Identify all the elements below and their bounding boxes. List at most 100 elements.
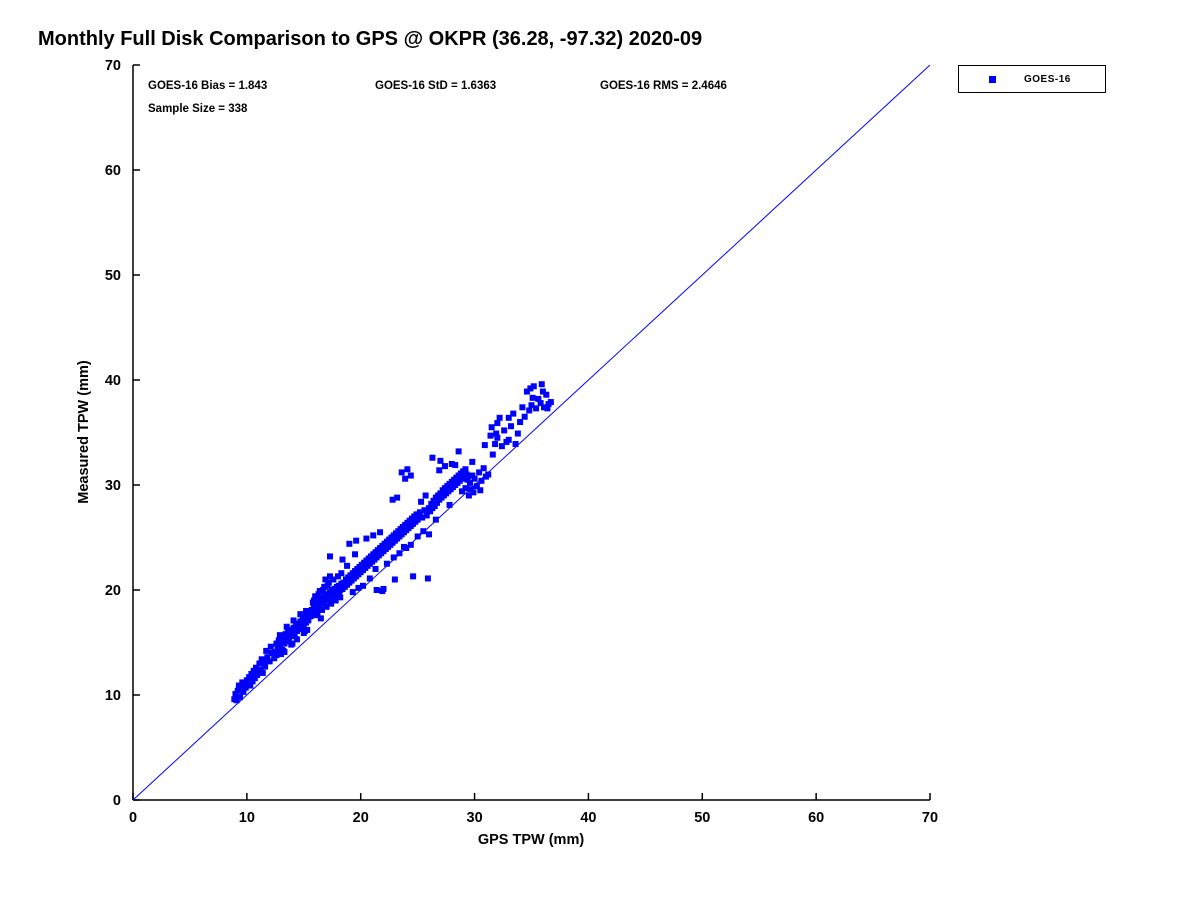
y-tick-label: 10 [105, 688, 121, 704]
scatter-point [481, 442, 488, 449]
scatter-point [448, 461, 455, 467]
scatter-point [446, 501, 453, 508]
scatter-point [283, 623, 290, 630]
scatter-point [276, 643, 283, 650]
scatter-point [264, 654, 271, 661]
scatter-point [407, 541, 414, 548]
scatter-point [398, 469, 405, 476]
scatter-point [391, 576, 398, 583]
scatter-point [249, 678, 256, 685]
y-tick-label: 20 [105, 583, 121, 599]
scatter-point [467, 479, 474, 486]
scatter-point [492, 441, 499, 448]
scatter-point [441, 463, 448, 470]
scatter-point [241, 681, 248, 688]
scatter-point [423, 512, 430, 519]
legend: GOES-16 [958, 65, 1106, 93]
scatter-point [266, 658, 273, 665]
scatter-point [317, 615, 324, 622]
scatter-point [410, 573, 417, 580]
scatter-point [431, 503, 438, 509]
scatter-point [256, 660, 263, 667]
chart-title: Monthly Full Disk Comparison to GPS @ OK… [38, 28, 703, 50]
scatter-point [424, 575, 431, 582]
scatter-point [293, 636, 300, 643]
scatter-point [308, 606, 315, 613]
scatter-point [487, 432, 494, 439]
scatter-point [493, 430, 500, 437]
stat-rms: GOES-16 RMS = 2.4646 [600, 80, 727, 92]
scatter-point [315, 591, 322, 598]
scatter-point [414, 516, 421, 523]
scatter-point [233, 697, 240, 704]
stat-sample-size: Sample Size = 338 [148, 103, 248, 115]
legend-label: GOES-16 [1024, 73, 1071, 85]
scatter-point [433, 499, 440, 506]
scatter-point [353, 537, 360, 544]
scatter-point [480, 465, 487, 472]
scatter-point [541, 404, 548, 411]
scatter-point [273, 640, 280, 647]
scatter-point [478, 477, 485, 484]
scatter-point [380, 585, 387, 592]
scatter-point [322, 576, 329, 583]
scatter-point [235, 682, 242, 689]
x-tick-label: 50 [694, 810, 710, 826]
x-tick-label: 0 [129, 810, 137, 826]
scatter-point [471, 475, 478, 482]
scatter-point [530, 383, 537, 390]
scatter-point [349, 589, 356, 596]
scatter-point [338, 570, 345, 577]
x-tick-label: 40 [580, 810, 596, 826]
scatter-point [465, 492, 472, 499]
scatter-point [363, 535, 370, 542]
scatter-point [477, 487, 484, 494]
scatter-point [527, 385, 534, 392]
scatter-point [247, 682, 254, 689]
scatter-point [281, 648, 288, 655]
scatter-point [328, 600, 335, 607]
scatter-point [414, 533, 421, 540]
scatter-point [404, 466, 411, 473]
scatter-point [326, 553, 333, 560]
scatter-point [352, 551, 359, 558]
scatter-point [436, 467, 443, 474]
scatter-point [543, 391, 550, 398]
scatter-point [462, 485, 469, 492]
scatter-point [537, 400, 544, 407]
scatter-point [512, 441, 519, 448]
scatter-point [257, 666, 264, 673]
scatter-point [330, 576, 337, 583]
scatter-point [332, 597, 339, 604]
scatter-point [340, 579, 347, 586]
scatter-point [248, 671, 255, 677]
scatter-point [428, 500, 435, 507]
scatter-point [390, 554, 397, 561]
scatter-point [234, 687, 241, 694]
scatter-point [289, 640, 296, 647]
x-tick-label: 60 [808, 810, 824, 826]
scatter-point [473, 483, 480, 490]
stat-std: GOES-16 StD = 1.6363 [375, 80, 497, 92]
scatter-point [528, 402, 535, 409]
scatter-point [359, 582, 366, 589]
y-axis-label: Measured TPW (mm) [76, 360, 92, 504]
scatter-point [251, 675, 258, 682]
scatter-point [394, 494, 401, 501]
scatter-point [494, 420, 501, 427]
scatter-point [514, 430, 521, 437]
scatter-point [526, 407, 533, 414]
scatter-point [372, 566, 379, 572]
scatter-point [291, 632, 298, 639]
scatter-point [420, 528, 427, 535]
scatter-point [323, 603, 330, 610]
scatter-point [523, 388, 530, 395]
scatter-point [508, 423, 515, 430]
identity-line [132, 64, 931, 801]
scatter-point [489, 451, 496, 458]
scatter-point [377, 529, 384, 536]
scatter-point [533, 405, 540, 412]
scatter-point [373, 587, 380, 593]
scatter-point [544, 405, 551, 412]
